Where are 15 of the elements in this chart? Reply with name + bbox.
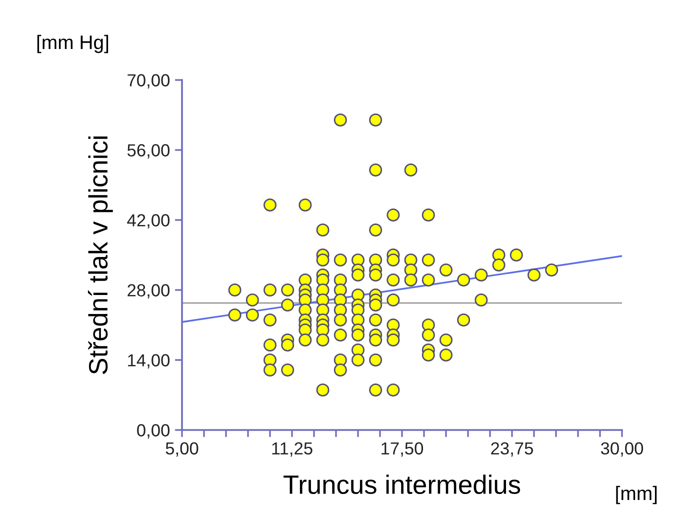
x-tick-label: 30,00 bbox=[600, 442, 644, 457]
y-tick-label: 56,00 bbox=[127, 144, 170, 159]
y-tick-label: 14,00 bbox=[128, 354, 170, 369]
text: [mm] bbox=[616, 486, 657, 504]
y-tick-label: 28,00 bbox=[128, 284, 170, 299]
x-tick-label: 11,25 bbox=[272, 442, 312, 457]
y-tick-label: 42,00 bbox=[127, 214, 170, 229]
x-tick-label: 5,00 bbox=[166, 442, 198, 457]
y-tick-label: 0,00 bbox=[137, 424, 170, 439]
text: [mm Hg] bbox=[37, 34, 108, 54]
y-tick-label: 70,00 bbox=[128, 74, 170, 89]
x-tick-label: 17,50 bbox=[382, 442, 424, 457]
y-axis-title: Střední tlak v plicnici bbox=[88, 136, 113, 374]
x-axis-title: Truncus intermedius bbox=[284, 474, 520, 494]
x-tick-label: 23,75 bbox=[491, 442, 533, 457]
